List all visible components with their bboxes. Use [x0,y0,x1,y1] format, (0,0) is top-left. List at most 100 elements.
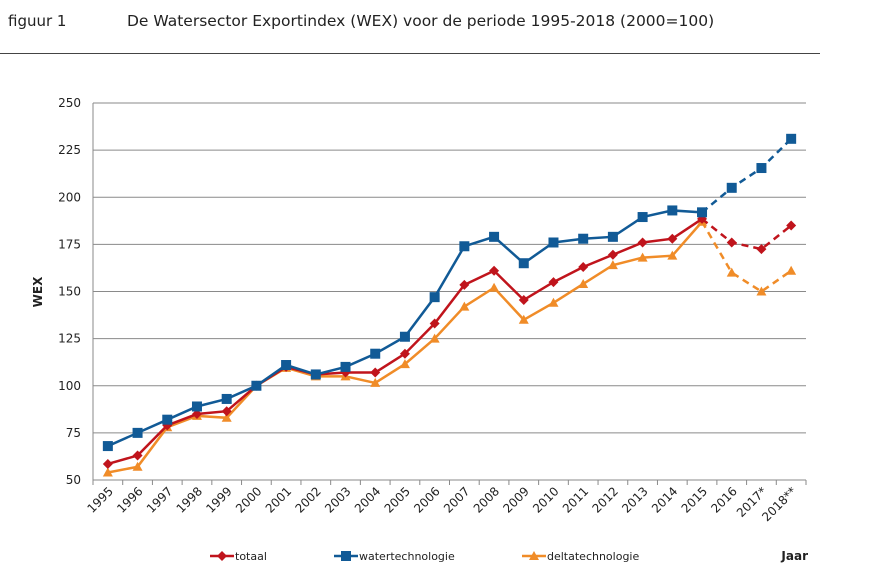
data-point-totaal [221,406,232,417]
data-point-totaal [459,279,470,290]
chart-title: De Watersector Exportindex (WEX) voor de… [127,12,715,30]
data-point-watertechnologie [399,331,410,342]
legend-marker-watertechnologie [341,551,351,561]
data-point-watertechnologie [489,231,500,242]
data-point-totaal [637,237,648,248]
x-tick-label: 1996 [114,484,145,515]
data-point-watertechnologie [756,163,767,174]
data-point-deltatechnologie [786,265,797,275]
data-point-deltatechnologie [667,250,678,260]
x-tick-label: 2004 [352,484,383,515]
data-point-totaal [518,294,529,305]
data-point-totaal [726,237,737,248]
legend-label-totaal: totaal [235,550,267,563]
data-point-watertechnologie [637,212,648,223]
x-axis-title: Jaar [780,549,808,563]
data-point-watertechnologie [518,258,529,269]
data-point-totaal [191,409,202,420]
data-point-deltatechnologie [459,301,470,311]
data-point-watertechnologie [221,393,232,404]
data-point-deltatechnologie [578,278,589,288]
x-tick-label: 1995 [84,484,115,515]
y-axis-title: WEX [31,276,45,307]
data-point-watertechnologie [607,231,618,242]
data-point-totaal [786,220,797,231]
data-point-watertechnologie [340,361,351,372]
legend-marker-deltatechnologie [529,551,539,560]
data-point-totaal [548,277,559,288]
x-tick-label: 2006 [411,484,442,515]
data-point-deltatechnologie [637,252,648,262]
data-point-deltatechnologie [429,333,440,343]
data-point-totaal [489,265,500,276]
data-point-totaal [607,249,618,260]
data-point-watertechnologie [578,233,589,244]
data-point-totaal [399,348,410,359]
title-divider [0,53,820,54]
data-point-watertechnologie [726,182,737,193]
data-point-deltatechnologie [370,377,381,387]
x-tick-label: 1999 [203,484,234,515]
x-tick-label: 1997 [144,484,175,515]
legend-label-deltatechnologie: deltatechnologie [547,550,639,563]
data-point-deltatechnologie [726,267,737,277]
data-point-deltatechnologie [399,359,410,369]
data-point-watertechnologie [548,237,559,248]
x-tick-label: 2014 [649,484,680,515]
y-tick-label: 225 [58,143,81,157]
y-tick-label: 250 [58,96,81,110]
data-point-watertechnologie [370,348,381,359]
data-point-deltatechnologie [756,286,767,296]
legend-marker-totaal [217,551,227,561]
figure-label: figuur 1 [8,12,67,30]
data-point-watertechnologie [310,369,321,380]
data-point-deltatechnologie [548,297,559,307]
data-point-watertechnologie [162,414,173,425]
data-point-watertechnologie [667,205,678,216]
x-tick-label: 1998 [174,484,205,515]
x-tick-label: 2007 [441,484,472,515]
data-point-totaal [370,367,381,378]
x-tick-label: 2012 [590,484,621,515]
y-tick-label: 125 [58,332,81,346]
legend-label-watertechnologie: watertechnologie [359,550,455,563]
x-tick-label: 2000 [233,484,264,515]
y-tick-label: 75 [66,426,81,440]
x-tick-label: 2008 [471,484,502,515]
data-point-deltatechnologie [102,467,113,477]
data-point-watertechnologie [102,441,113,452]
data-point-deltatechnologie [221,412,232,422]
x-tick-label: 2002 [292,484,323,515]
data-point-totaal [667,233,678,244]
data-point-deltatechnologie [607,260,618,270]
series-line-forecast-deltatechnologie [700,221,792,294]
data-point-watertechnologie [281,360,292,371]
y-tick-label: 50 [66,473,81,487]
data-point-watertechnologie [251,380,262,391]
x-tick-label: 2005 [382,484,413,515]
data-point-watertechnologie [429,292,440,303]
data-point-watertechnologie [786,133,797,144]
data-point-deltatechnologie [489,282,500,292]
y-tick-label: 175 [58,237,81,251]
x-tick-label: 2015 [679,484,710,515]
data-point-totaal [429,318,440,329]
x-tick-label: 2009 [500,484,531,515]
data-point-watertechnologie [191,401,202,412]
data-point-watertechnologie [697,207,708,218]
data-point-watertechnologie [459,241,470,252]
data-point-deltatechnologie [518,314,529,324]
data-point-totaal [132,450,143,461]
x-tick-label: 2011 [560,484,591,515]
y-tick-label: 150 [58,285,81,299]
data-point-watertechnologie [132,427,143,438]
y-tick-label: 200 [58,190,81,204]
data-point-totaal [102,458,113,469]
y-tick-label: 100 [58,379,81,393]
x-tick-label: 2013 [619,484,650,515]
data-point-deltatechnologie [132,461,143,471]
data-point-totaal [578,261,589,272]
x-tick-label: 2010 [530,484,561,515]
